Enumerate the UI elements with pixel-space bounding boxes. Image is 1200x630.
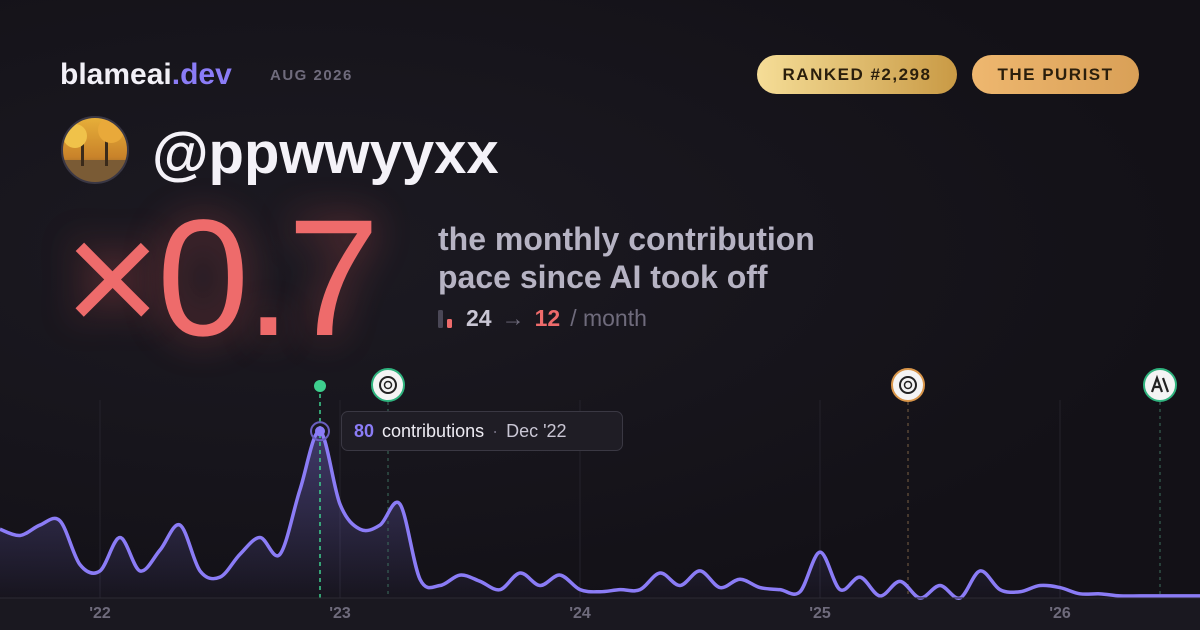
avatar <box>61 116 129 184</box>
description: the monthly contribution pace since AI t… <box>438 220 815 296</box>
tooltip-date: Dec '22 <box>506 420 567 441</box>
persona-badge: THE PURIST <box>972 55 1139 94</box>
period: AUG 2026 <box>270 67 353 84</box>
brand-name: blameai <box>60 58 172 91</box>
pace-bar <box>447 319 452 328</box>
x-tick-label: '26 <box>1049 605 1071 622</box>
pace-bar <box>438 310 443 328</box>
event-dot <box>314 380 326 392</box>
description-line: the monthly contribution <box>438 221 815 257</box>
x-tick-label: '25 <box>809 605 831 622</box>
line <box>0 429 1200 600</box>
contribution-chart: '22 '23 '24 '25 '26 <box>0 368 1200 630</box>
pace-unit: / month <box>570 304 647 331</box>
multiplier: ×0.7 <box>64 186 380 371</box>
area <box>0 431 1200 599</box>
pace-after: 12 <box>534 304 561 331</box>
tooltip-separator: · <box>492 420 499 441</box>
peak-ring <box>310 421 330 442</box>
description-line: pace since AI took off <box>438 259 768 295</box>
event-icon <box>1143 368 1177 402</box>
pace-before: 24 <box>466 304 492 331</box>
pace-bars <box>438 310 452 328</box>
pace-arrow: → <box>501 304 525 331</box>
event-icon <box>371 368 405 402</box>
brand: blameai.dev <box>60 58 232 92</box>
handle: @ppwwyyxx <box>152 121 499 186</box>
tooltip: 80 contributions · Dec '22 <box>341 411 623 451</box>
rank-badge: RANKED #2,298 <box>757 55 957 94</box>
pace-row: 24 → 12 / month <box>438 305 647 331</box>
x-tick-label: '22 <box>89 605 111 622</box>
x-tick-label: '24 <box>569 605 591 622</box>
brand-suffix: .dev <box>171 58 232 91</box>
x-tick-label: '23 <box>329 605 351 622</box>
axis-band <box>0 598 1200 630</box>
event-icon <box>891 368 925 402</box>
peak-point <box>315 426 325 437</box>
tooltip-value: 80 <box>354 420 375 441</box>
tooltip-label: contributions <box>382 420 485 441</box>
